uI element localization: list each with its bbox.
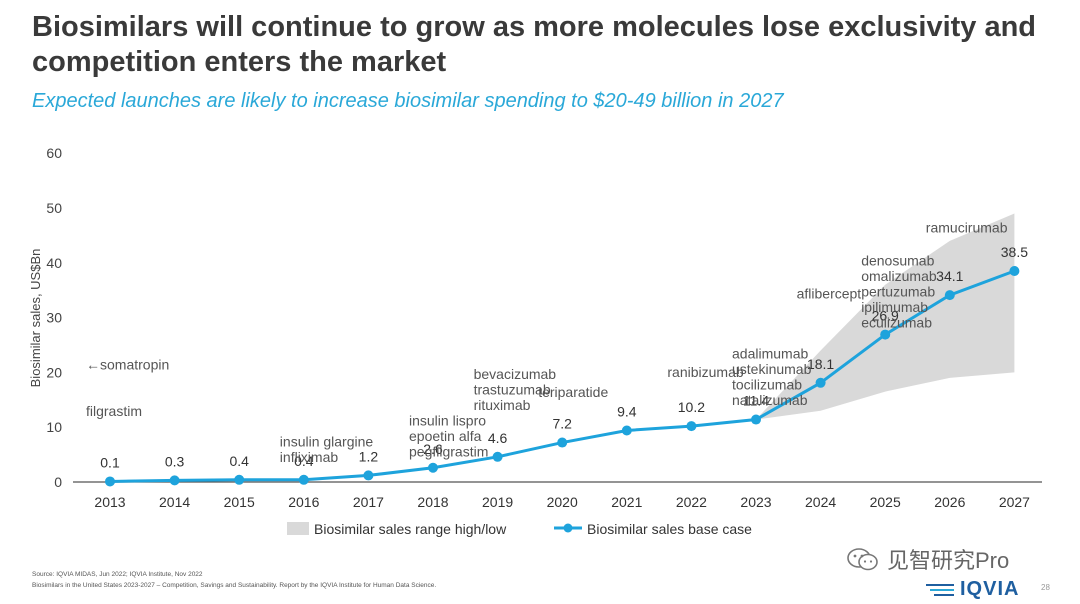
annotation-label: ←somatropin xyxy=(86,357,169,373)
data-label: 0.3 xyxy=(165,453,185,469)
legend-swatch-range xyxy=(287,522,309,535)
label-layer: 0.1 0.3 0.4 0.4 1.2 2.6 4.6 7.2 9.4 10.2 11.4 18.1 2… xyxy=(86,220,1028,471)
data-label: 9.4 xyxy=(617,403,637,419)
annotation-label: ipilimumab xyxy=(861,299,928,315)
x-tick-label: 2024 xyxy=(805,494,836,510)
data-label: 26.9 xyxy=(872,308,899,324)
page-subtitle: Expected launches are likely to increase… xyxy=(32,90,784,112)
x-tick-label: 2019 xyxy=(482,494,513,510)
data-point xyxy=(234,474,245,485)
annotation-label: trastuzumab xyxy=(474,381,551,397)
x-tick-label: 2023 xyxy=(740,494,771,510)
annotation-label: omalizumab xyxy=(861,268,937,284)
data-label: 10.2 xyxy=(678,399,705,415)
data-label: 0.4 xyxy=(229,453,249,469)
data-label: 0.4 xyxy=(294,453,314,469)
y-tick-label: 20 xyxy=(46,364,62,380)
annotation-label: infliximab xyxy=(280,449,339,465)
annotation-label: denosumab xyxy=(861,253,934,269)
data-point xyxy=(944,290,955,301)
annotation-label: epoetin alfa xyxy=(409,428,482,444)
data-point xyxy=(557,437,568,448)
data-point xyxy=(621,425,632,436)
data-point xyxy=(428,462,438,473)
data-point xyxy=(686,421,697,432)
data-point xyxy=(1009,266,1020,277)
watermark-text: 见智研究Pro xyxy=(887,548,1010,573)
iqvia-logo-icon xyxy=(926,583,954,596)
page-number: 28 xyxy=(1041,583,1050,592)
y-tick-label: 40 xyxy=(46,255,62,271)
y-tick-label: 0 xyxy=(54,474,62,490)
range-band-layer xyxy=(756,213,1015,420)
legend-swatch-marker xyxy=(563,523,573,533)
legend-label-base: Biosimilar sales base case xyxy=(587,521,752,537)
annotation-label: bevacizumab xyxy=(474,366,557,382)
data-point xyxy=(169,475,180,486)
x-tick-label: 2018 xyxy=(417,494,448,510)
axis-layer: 0 10 20 30 40 50 60 Biosimilar sales, US$Bn 2013… xyxy=(28,145,1042,510)
annotation-label: pegfilgrastim xyxy=(409,444,488,460)
data-label: 1.2 xyxy=(359,448,379,464)
data-label: 7.2 xyxy=(552,416,572,432)
source-citation: Biosimilars in the United States 2023-20… xyxy=(32,582,437,589)
x-tick-label: 2026 xyxy=(934,494,965,510)
annotation-label: natalizumab xyxy=(732,392,808,408)
data-label: 18.1 xyxy=(807,356,834,372)
annotation-label: filgrastim xyxy=(86,403,142,419)
x-tick-label: 2015 xyxy=(224,494,255,510)
data-label: 2.6 xyxy=(423,441,443,457)
x-tick-label: 2020 xyxy=(547,494,578,510)
data-label: 34.1 xyxy=(936,268,963,284)
annotation-label: ranibizumab xyxy=(667,364,743,380)
annotation-label: insulin glargine xyxy=(280,433,374,449)
series-layer xyxy=(105,266,1020,487)
x-tick-label: 2027 xyxy=(999,494,1030,510)
annotation-label: teriparatide xyxy=(538,384,608,400)
data-point xyxy=(492,451,503,462)
y-tick-label: 10 xyxy=(46,419,62,435)
data-point xyxy=(363,470,374,481)
annotation-label: tocilizumab xyxy=(732,377,802,393)
data-label: 11.4 xyxy=(743,393,769,409)
source-note: Source: IQVIA MIDAS, Jun 2022; IQVIA Ins… xyxy=(32,571,203,578)
y-tick-label: 30 xyxy=(46,310,62,326)
data-point xyxy=(880,329,891,340)
x-tick-label: 2021 xyxy=(611,494,642,510)
annotation-label: aflibercept xyxy=(797,285,862,301)
range-band xyxy=(756,213,1015,420)
y-axis-title: Biosimilar sales, US$Bn xyxy=(28,249,43,388)
data-label: 0.1 xyxy=(100,454,120,470)
data-point xyxy=(298,474,309,485)
annotation-label: ustekinumab xyxy=(732,361,812,377)
annotation-label: pertuzumab xyxy=(861,284,935,300)
wechat-icon xyxy=(847,548,878,571)
data-label: 4.6 xyxy=(488,430,508,446)
data-point xyxy=(105,476,115,487)
x-tick-label: 2016 xyxy=(288,494,319,510)
legend-label-range: Biosimilar sales range high/low xyxy=(314,521,507,537)
data-label: 38.5 xyxy=(1001,244,1028,260)
x-tick-label: 2014 xyxy=(159,494,190,510)
annotation-label: ramucirumab xyxy=(926,220,1008,236)
annotation-label: adalimumab xyxy=(732,346,808,362)
watermark: 见智研究Pro xyxy=(845,543,1009,575)
annotation-label: insulin lispro xyxy=(409,413,486,429)
iqvia-logo: IQVIA xyxy=(926,578,1019,601)
x-tick-label: 2017 xyxy=(353,494,384,510)
y-tick-label: 50 xyxy=(46,200,62,216)
x-tick-label: 2022 xyxy=(676,494,707,510)
y-tick-label: 60 xyxy=(46,145,62,161)
x-tick-label: 2025 xyxy=(870,494,901,510)
x-tick-label: 2013 xyxy=(94,494,125,510)
annotation-label: eculizumab xyxy=(861,315,932,331)
logo-text: IQVIA xyxy=(960,578,1020,600)
page-title: Biosimilars will continue to grow as mor… xyxy=(32,11,1037,78)
legend: Biosimilar sales range high/low Biosimila… xyxy=(287,521,752,537)
data-point xyxy=(815,377,826,388)
data-point xyxy=(751,414,761,425)
annotation-label: rituximab xyxy=(474,397,531,413)
